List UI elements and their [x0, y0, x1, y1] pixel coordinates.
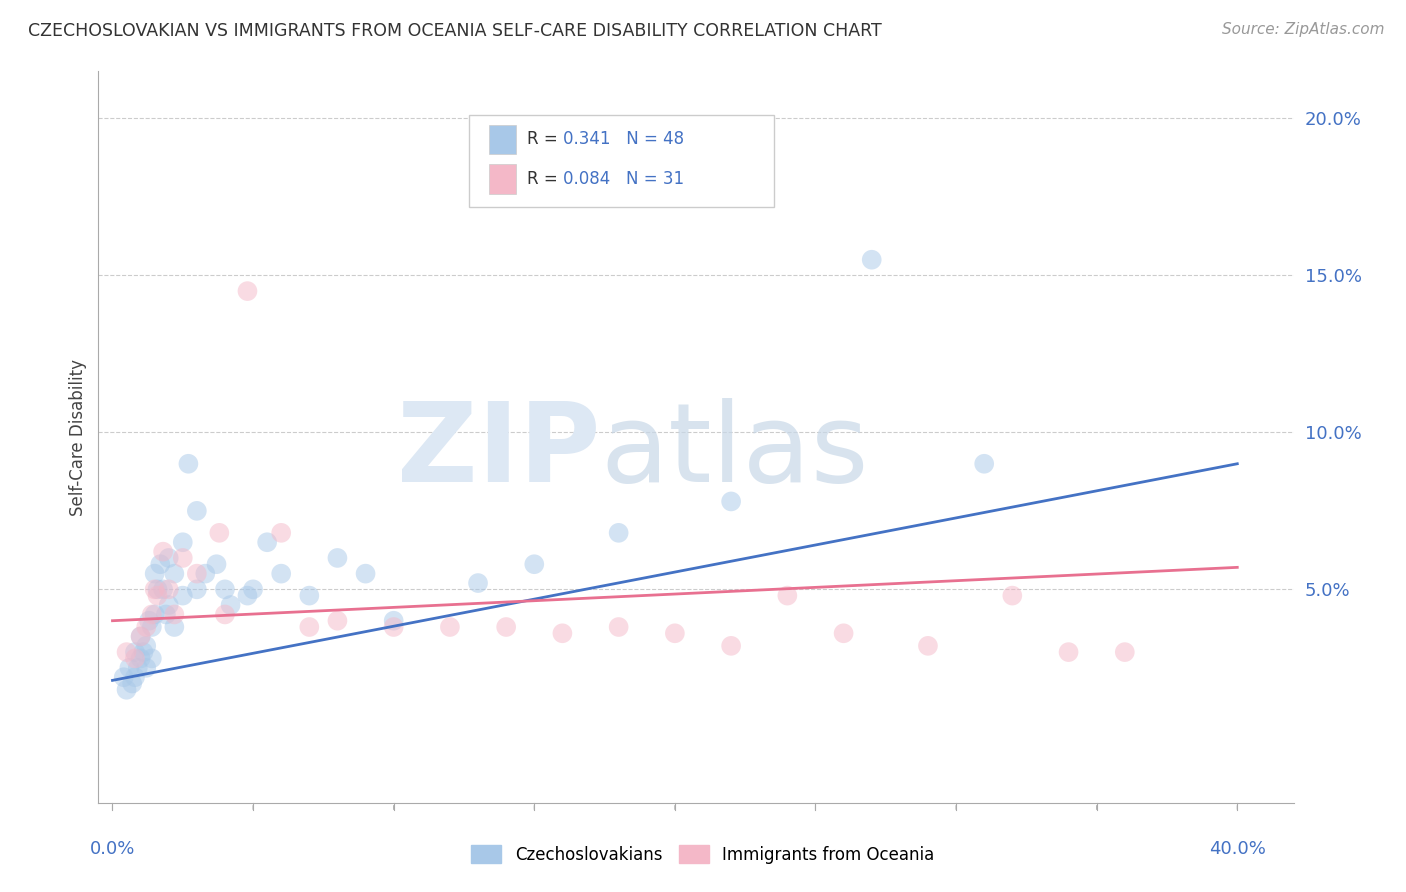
Point [115, 645, 138, 659]
Point [326, 550, 349, 565]
Point [551, 626, 574, 640]
Point [135, 661, 157, 675]
FancyBboxPatch shape [489, 164, 516, 194]
Point [186, 566, 208, 581]
Point [219, 598, 242, 612]
Text: ZIP: ZIP [396, 398, 600, 505]
Y-axis label: Self-Care Disability: Self-Care Disability [69, 359, 87, 516]
Point [124, 670, 146, 684]
Point [860, 252, 883, 267]
Point [298, 620, 321, 634]
Point [143, 582, 166, 597]
Point [127, 661, 149, 675]
Point [973, 457, 995, 471]
Point [270, 566, 292, 581]
Point [121, 676, 143, 690]
Point [172, 535, 194, 549]
Point [132, 645, 155, 659]
Point [720, 639, 742, 653]
FancyBboxPatch shape [470, 115, 773, 207]
Point [1001, 589, 1024, 603]
Point [135, 620, 157, 634]
Point [354, 566, 377, 581]
Point [143, 607, 166, 622]
Point [495, 620, 517, 634]
Point [172, 550, 194, 565]
Text: 40.0%: 40.0% [1209, 840, 1265, 858]
Point [214, 582, 236, 597]
Point [129, 629, 152, 643]
Text: R =: R = [527, 130, 564, 148]
Point [146, 582, 169, 597]
Point [382, 614, 405, 628]
Point [129, 629, 152, 643]
Point [155, 607, 177, 622]
Point [163, 566, 186, 581]
Point [214, 607, 236, 622]
Text: CZECHOSLOVAKIAN VS IMMIGRANTS FROM OCEANIA SELF-CARE DISABILITY CORRELATION CHAR: CZECHOSLOVAKIAN VS IMMIGRANTS FROM OCEAN… [28, 22, 882, 40]
FancyBboxPatch shape [489, 125, 516, 154]
Point [118, 661, 141, 675]
Point [186, 504, 208, 518]
Text: R =: R = [527, 169, 564, 188]
Point [326, 614, 349, 628]
Point [607, 620, 630, 634]
Point [152, 582, 174, 597]
Point [270, 525, 292, 540]
Text: 0.0%: 0.0% [90, 840, 135, 858]
Point [1057, 645, 1080, 659]
Text: Source: ZipAtlas.com: Source: ZipAtlas.com [1222, 22, 1385, 37]
Text: 0.341   N = 48: 0.341 N = 48 [564, 130, 685, 148]
Point [205, 558, 228, 572]
Point [917, 639, 939, 653]
Point [664, 626, 686, 640]
Point [439, 620, 461, 634]
Point [298, 589, 321, 603]
Point [208, 525, 231, 540]
Point [124, 651, 146, 665]
Point [256, 535, 278, 549]
Point [157, 550, 180, 565]
Point [523, 558, 546, 572]
Legend: Czechoslovakians, Immigrants from Oceania: Czechoslovakians, Immigrants from Oceani… [465, 838, 941, 871]
Point [776, 589, 799, 603]
Point [149, 558, 172, 572]
Point [135, 639, 157, 653]
Text: 0.084   N = 31: 0.084 N = 31 [564, 169, 685, 188]
Point [143, 566, 166, 581]
Point [141, 651, 163, 665]
Point [607, 525, 630, 540]
Point [832, 626, 855, 640]
Point [163, 607, 186, 622]
Point [177, 457, 200, 471]
Point [467, 576, 489, 591]
Point [236, 589, 259, 603]
Point [129, 651, 152, 665]
Point [157, 582, 180, 597]
Point [186, 582, 208, 597]
Point [242, 582, 264, 597]
Point [141, 607, 163, 622]
Point [138, 614, 160, 628]
Point [124, 645, 146, 659]
Point [152, 544, 174, 558]
Point [112, 670, 135, 684]
Text: atlas: atlas [600, 398, 869, 505]
Point [157, 598, 180, 612]
Point [146, 589, 169, 603]
Point [172, 589, 194, 603]
Point [115, 682, 138, 697]
Point [163, 620, 186, 634]
Point [382, 620, 405, 634]
Point [194, 566, 217, 581]
Point [141, 620, 163, 634]
Point [1114, 645, 1136, 659]
Point [720, 494, 742, 508]
Point [236, 284, 259, 298]
